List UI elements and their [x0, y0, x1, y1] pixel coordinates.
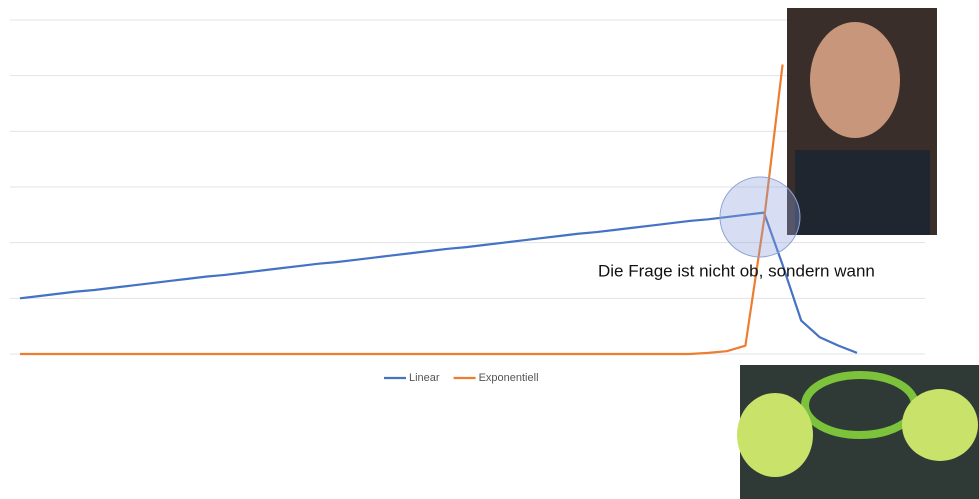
photo-suit [795, 150, 930, 235]
line-series [20, 65, 783, 354]
photo-placard [902, 389, 978, 461]
slide: Die Frage ist nicht ob, sondern wann Line… [0, 0, 979, 499]
legend-label: Exponentiell [479, 372, 539, 384]
photo-face [810, 22, 900, 138]
legend-label: Linear [409, 372, 440, 384]
photo-placard [737, 393, 813, 477]
annotation: Die Frage ist nicht ob, sondern wann [598, 261, 875, 280]
highlight-circle [720, 177, 800, 257]
